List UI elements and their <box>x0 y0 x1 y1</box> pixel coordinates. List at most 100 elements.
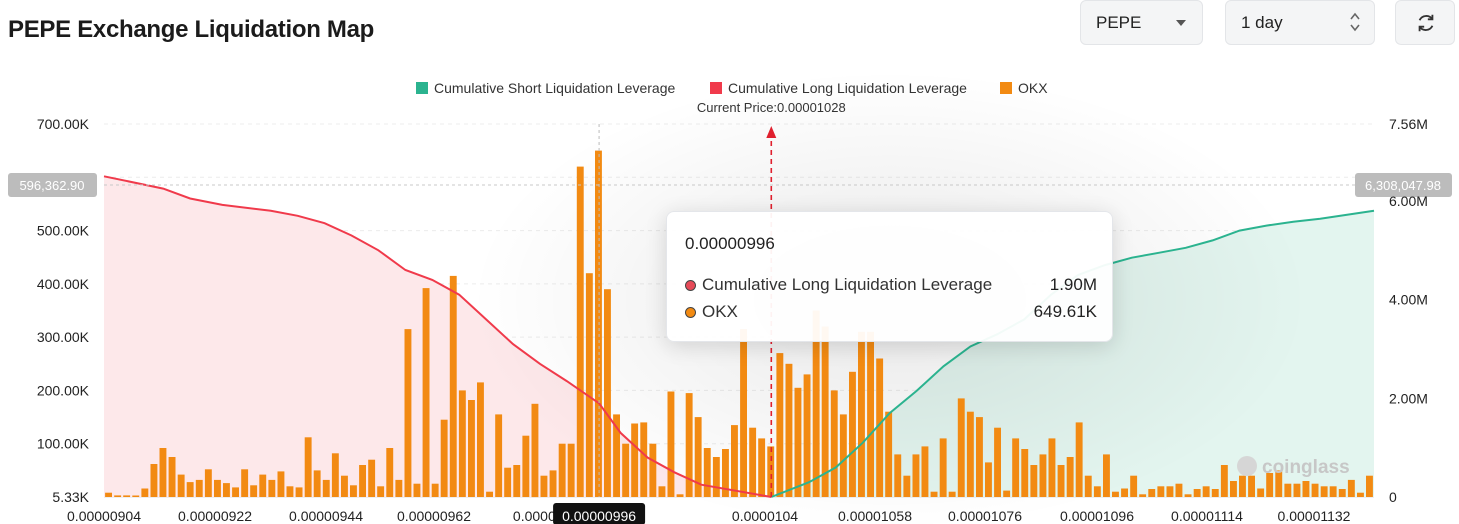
chart-tooltip: 0.00000996 Cumulative Long Liquidation L… <box>666 211 1113 342</box>
okx-bar <box>749 427 757 497</box>
okx-bar <box>250 485 258 497</box>
okx-bar <box>177 474 185 497</box>
symbol-select-value: PEPE <box>1096 13 1142 32</box>
okx-bar <box>1357 492 1364 497</box>
y-left-tick-label: 500.00K <box>37 223 90 239</box>
okx-bar <box>377 486 385 497</box>
crosshair-right-value: 6,308,047.98 <box>1365 178 1441 193</box>
okx-bar <box>114 495 122 497</box>
okx-bar <box>431 483 439 497</box>
okx-bar <box>204 469 212 497</box>
x-tick-label: 0.00000922 <box>178 508 252 524</box>
okx-bar <box>504 467 512 497</box>
okx-bar <box>1121 488 1128 497</box>
x-highlight-badge <box>553 503 646 524</box>
okx-bar <box>685 393 693 497</box>
okx-bar <box>803 374 811 497</box>
okx-bar <box>359 465 366 497</box>
legend-swatch <box>710 82 722 94</box>
okx-bar <box>168 457 176 497</box>
okx-bar <box>740 329 747 497</box>
okx-bar <box>794 387 802 497</box>
okx-bar <box>966 411 974 497</box>
okx-bar <box>395 479 403 497</box>
okx-bar <box>368 459 376 497</box>
okx-bar <box>1048 438 1056 497</box>
x-tick-label: 0.00001058 <box>838 508 912 524</box>
okx-bar <box>994 427 1001 497</box>
okx-bar <box>486 491 493 497</box>
chevron-down-icon <box>1176 20 1186 26</box>
okx-bar <box>585 273 593 497</box>
okx-bar <box>105 492 112 497</box>
current-price-arrow-icon <box>766 126 777 138</box>
y-right-tick-label: 2.00M <box>1389 390 1428 406</box>
okx-bar <box>1275 470 1283 497</box>
okx-bar <box>712 457 720 497</box>
okx-bar <box>776 353 784 497</box>
okx-bar <box>1157 486 1165 497</box>
okx-dot-icon <box>685 307 696 318</box>
x-highlight-label: 0.00000996 <box>562 508 636 524</box>
okx-bar <box>1320 486 1328 497</box>
okx-bar <box>386 448 394 497</box>
okx-bar <box>1103 454 1110 497</box>
time-range-select[interactable]: 1 day <box>1225 0 1375 45</box>
okx-bar <box>1266 473 1274 497</box>
okx-bar <box>676 494 684 497</box>
tooltip-row-value: 649.61K <box>1033 302 1097 321</box>
tooltip-title: 0.00000996 <box>685 234 775 253</box>
watermark-text: coinglass <box>1262 457 1350 478</box>
okx-bar <box>458 390 466 497</box>
x-tick-label: 0.00001132 <box>1278 508 1351 524</box>
okx-bar <box>1166 486 1174 497</box>
okx-bar <box>667 391 675 497</box>
okx-bar <box>1130 475 1138 497</box>
okx-bar <box>849 371 856 497</box>
okx-bar <box>341 475 348 497</box>
okx-bar <box>1148 489 1156 497</box>
y-left-tick-label: 100.00K <box>37 436 90 452</box>
legend-swatch <box>416 82 428 94</box>
okx-bar <box>404 329 412 497</box>
okx-bar <box>812 310 820 497</box>
okx-bar <box>1293 483 1301 497</box>
symbol-select[interactable]: PEPE <box>1080 0 1203 45</box>
okx-bar <box>286 486 294 497</box>
okx-bar <box>1075 422 1083 497</box>
legend-label: Cumulative Short Liquidation Leverage <box>434 80 675 96</box>
okx-bar <box>440 419 448 497</box>
okx-bar <box>1202 486 1210 497</box>
okx-bar <box>631 423 639 497</box>
okx-bar <box>468 400 475 497</box>
y-right-tick-label: 0 <box>1389 489 1397 505</box>
okx-bar <box>894 454 902 497</box>
y-right-tick-label: 7.56M <box>1389 116 1428 132</box>
crosshair-right-badge <box>1355 173 1452 197</box>
okx-bar <box>731 425 738 497</box>
okx-bar <box>1003 490 1011 497</box>
okx-bar <box>1139 494 1147 497</box>
x-tick-label: 0.00001114 <box>1171 508 1243 524</box>
up-down-chevron-icon <box>1350 12 1360 32</box>
okx-bar <box>268 479 276 497</box>
okx-bar <box>576 166 584 497</box>
okx-bar <box>1230 481 1237 497</box>
okx-bar <box>232 487 239 497</box>
okx-bar <box>304 437 312 497</box>
long-dot-icon <box>685 280 696 291</box>
x-tick-label: 0.00000944 <box>289 508 363 524</box>
y-left-tick-label: 5.33K <box>52 489 89 505</box>
okx-bar <box>513 465 521 497</box>
okx-bar <box>1329 486 1337 497</box>
okx-bar <box>1066 457 1074 497</box>
okx-bar <box>694 417 702 497</box>
okx-bar <box>186 482 194 497</box>
refresh-button[interactable] <box>1395 0 1455 45</box>
okx-bar <box>722 449 729 497</box>
okx-bar <box>1347 479 1355 497</box>
tooltip-row-name: OKX <box>702 302 738 321</box>
okx-bar <box>141 488 149 497</box>
okx-bar <box>903 475 911 497</box>
okx-bar <box>1220 465 1228 497</box>
